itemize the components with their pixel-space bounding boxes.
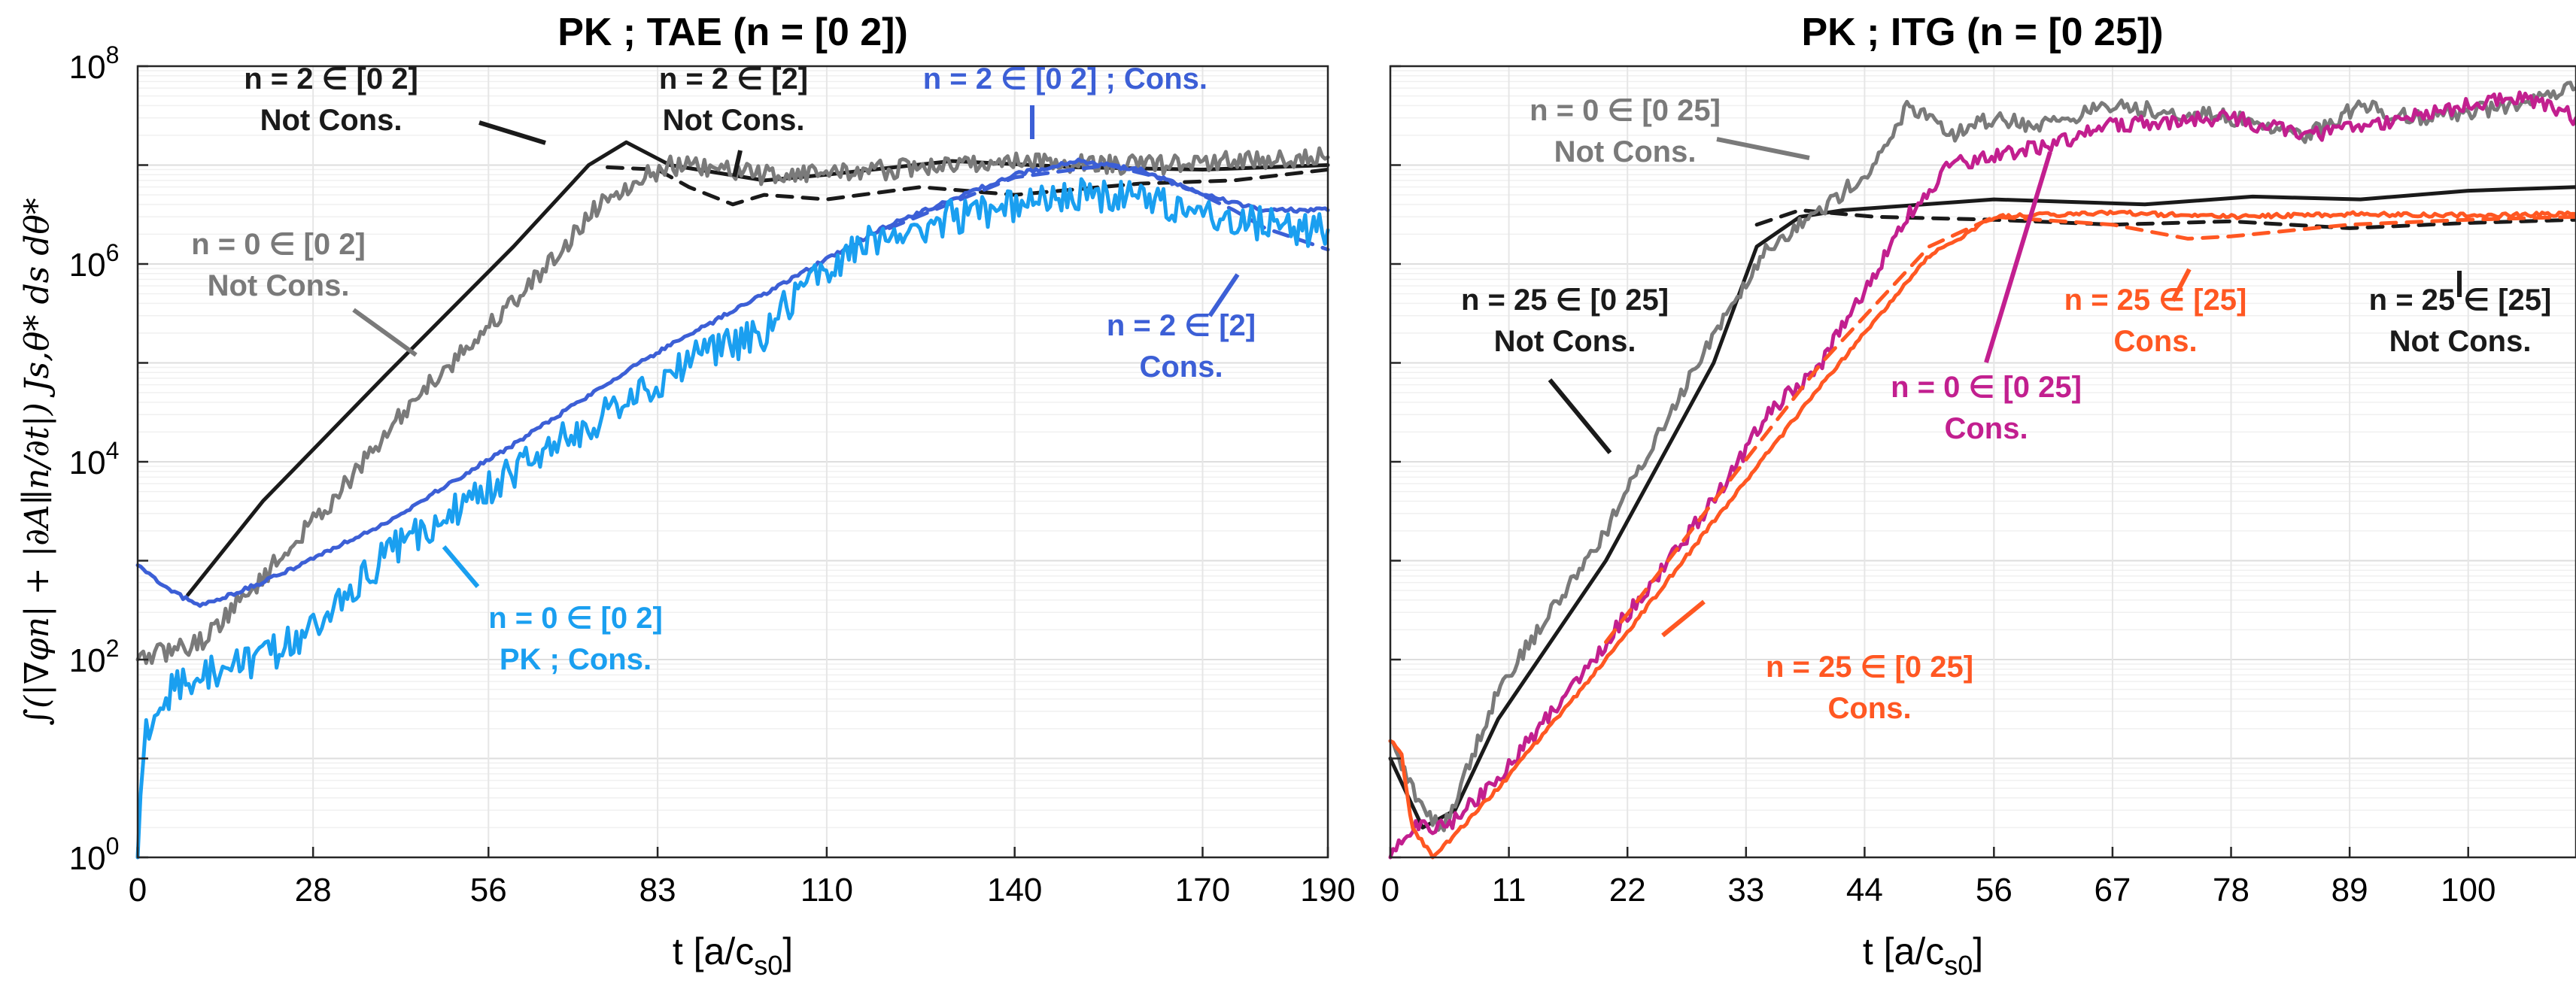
grid-itg <box>1390 66 2576 858</box>
x-tick-label: 56 <box>470 872 507 909</box>
annotation-text: n = 0 ∈ [0 25] <box>1891 371 2082 404</box>
y-tick-base: 10 <box>69 49 106 86</box>
series-line-orange-dashed <box>1604 214 2576 645</box>
grid-tae <box>137 66 1329 858</box>
x-axis-label-main: t [a/c <box>1863 930 1944 972</box>
x-axis-label-main: t [a/c <box>673 930 754 972</box>
y-tick-label: 108 <box>69 41 120 86</box>
annotation-text: n = 25 ∈ [0 25] <box>1766 651 1973 684</box>
x-axis-label-tail: ] <box>782 930 793 972</box>
x-tick-label: 0 <box>1381 872 1399 909</box>
x-tick-label: 44 <box>1846 872 1883 909</box>
annotation-text: n = 25 ∈ [25] <box>2064 284 2247 317</box>
annotation-text: Not Cons. <box>2389 325 2532 358</box>
x-tick-label: 140 <box>987 872 1042 909</box>
x-tick-label: 28 <box>295 872 332 909</box>
chart-title-itg: PK ; ITG (n = [0 25]) <box>1801 11 2163 54</box>
annotation-leader <box>442 545 480 588</box>
annotations-itg: n = 0 ∈ [0 25] Not Cons. n = 25 ∈ [0 25] No… <box>1461 94 2551 725</box>
x-tick-label: 170 <box>1175 872 1230 909</box>
y-tick-label: 104 <box>69 437 120 481</box>
x-axis-label-itg: t [a/cs0] <box>1863 930 1983 981</box>
x-tick-label: 22 <box>1609 872 1646 909</box>
x-tick-label: 0 <box>129 872 147 909</box>
x-tick-label: 56 <box>1976 872 2012 909</box>
annotation-text: Not Cons. <box>260 104 402 137</box>
annotation-text: n = 0 ∈ [0 25] <box>1530 94 1721 127</box>
x-tick-label: 78 <box>2213 872 2249 909</box>
x-axis-label-tae: t [a/cs0] <box>673 930 793 981</box>
annotation-leader <box>732 150 743 177</box>
x-tick-label: 33 <box>1727 872 1764 909</box>
y-axis-label: ∫(|∇φn| + |∂A∥n/∂t|) Js,θ* ds dθ* <box>18 198 56 726</box>
annotation-text: n = 2 ∈ [0 2] ; Cons. <box>923 62 1208 96</box>
series-line-blue <box>135 157 1330 608</box>
y-tick-base: 10 <box>69 247 106 284</box>
y-tick-label: 102 <box>69 635 120 679</box>
annotation-text: Not Cons. <box>663 104 805 137</box>
x-ticks-itg: 0 11 22 33 44 56 67 78 89 100 <box>1381 847 2496 909</box>
annotation-text: Not Cons. <box>1554 135 1697 168</box>
annotation-leader <box>1716 137 1810 160</box>
x-tick-label: 67 <box>2094 872 2131 909</box>
annotation-text: n = 2 ∈ [2] <box>1107 309 1256 342</box>
y-tick-exponent: 4 <box>106 437 120 464</box>
y-tick-exponent: 6 <box>106 239 120 266</box>
y-tick-exponent: 0 <box>106 833 120 860</box>
y-tick-exponent: 2 <box>106 635 120 662</box>
series-line-gray <box>1388 80 2576 833</box>
y-tick-base: 10 <box>69 444 106 481</box>
x-tick-label: 100 <box>2441 872 2496 909</box>
annotation-text: n = 25 ∈ [25] <box>2369 284 2552 317</box>
annotation-leader <box>352 308 418 357</box>
annotation-leader <box>1548 378 1612 454</box>
annotation-text: Cons. <box>1944 412 2028 445</box>
annotation-leader <box>1208 273 1240 317</box>
y-tick-base: 10 <box>69 840 106 877</box>
annotation-text: Not Cons. <box>1494 325 1636 358</box>
annotation-leader <box>478 120 546 145</box>
y-tick-base: 10 <box>69 642 106 679</box>
x-axis-label-sub: s0 <box>1944 950 1973 981</box>
annotation-text: Not Cons. <box>208 269 350 302</box>
x-ticks-tae: 0 28 56 83 110 140 170 190 <box>129 847 1356 909</box>
x-axis-label-tail: ] <box>1973 930 1983 972</box>
x-tick-label: 83 <box>639 872 676 909</box>
y-tick-label: 106 <box>69 239 120 284</box>
annotation-text: PK ; Cons. <box>500 643 652 676</box>
x-tick-label: 190 <box>1300 872 1355 909</box>
annotation-text: Cons. <box>1139 350 1223 384</box>
series-line-lightblue <box>135 177 1330 860</box>
panel-itg: 0 11 22 33 44 56 67 78 89 100 n = 0 ∈ [0 25] Not C… <box>1381 11 2576 981</box>
x-axis-label-sub: s0 <box>754 950 782 981</box>
series-group-itg <box>1388 80 2576 860</box>
series-line-magenta <box>1388 90 2576 860</box>
annotation-leader <box>1984 151 2052 363</box>
annotation-text: n = 0 ∈ [0 2] <box>488 602 663 635</box>
annotation-text: Cons. <box>1827 692 1911 725</box>
annotation-text: n = 25 ∈ [0 25] <box>1461 284 1669 317</box>
annotation-text: n = 2 ∈ [0 2] <box>244 62 418 96</box>
x-tick-label: 11 <box>1492 872 1526 909</box>
annotation-leader <box>1661 599 1706 638</box>
annotations-tae: n = 2 ∈ [0 2] Not Cons. n = 2 ∈ [2] Not Con… <box>191 62 1256 676</box>
annotation-text: n = 2 ∈ [2] <box>659 62 808 96</box>
annotation-leader <box>2170 268 2192 302</box>
x-tick-label: 110 <box>800 872 853 909</box>
annotation-text: Cons. <box>2113 325 2197 358</box>
chart-title-tae: PK ; TAE (n = [0 2]) <box>557 11 908 54</box>
y-ticks-itg <box>1390 65 1401 859</box>
x-tick-label: 89 <box>2331 872 2368 909</box>
y-tick-label: 100 <box>69 833 120 877</box>
y-tick-exponent: 8 <box>106 41 120 68</box>
annotation-text: n = 0 ∈ [0 2] <box>191 228 366 261</box>
